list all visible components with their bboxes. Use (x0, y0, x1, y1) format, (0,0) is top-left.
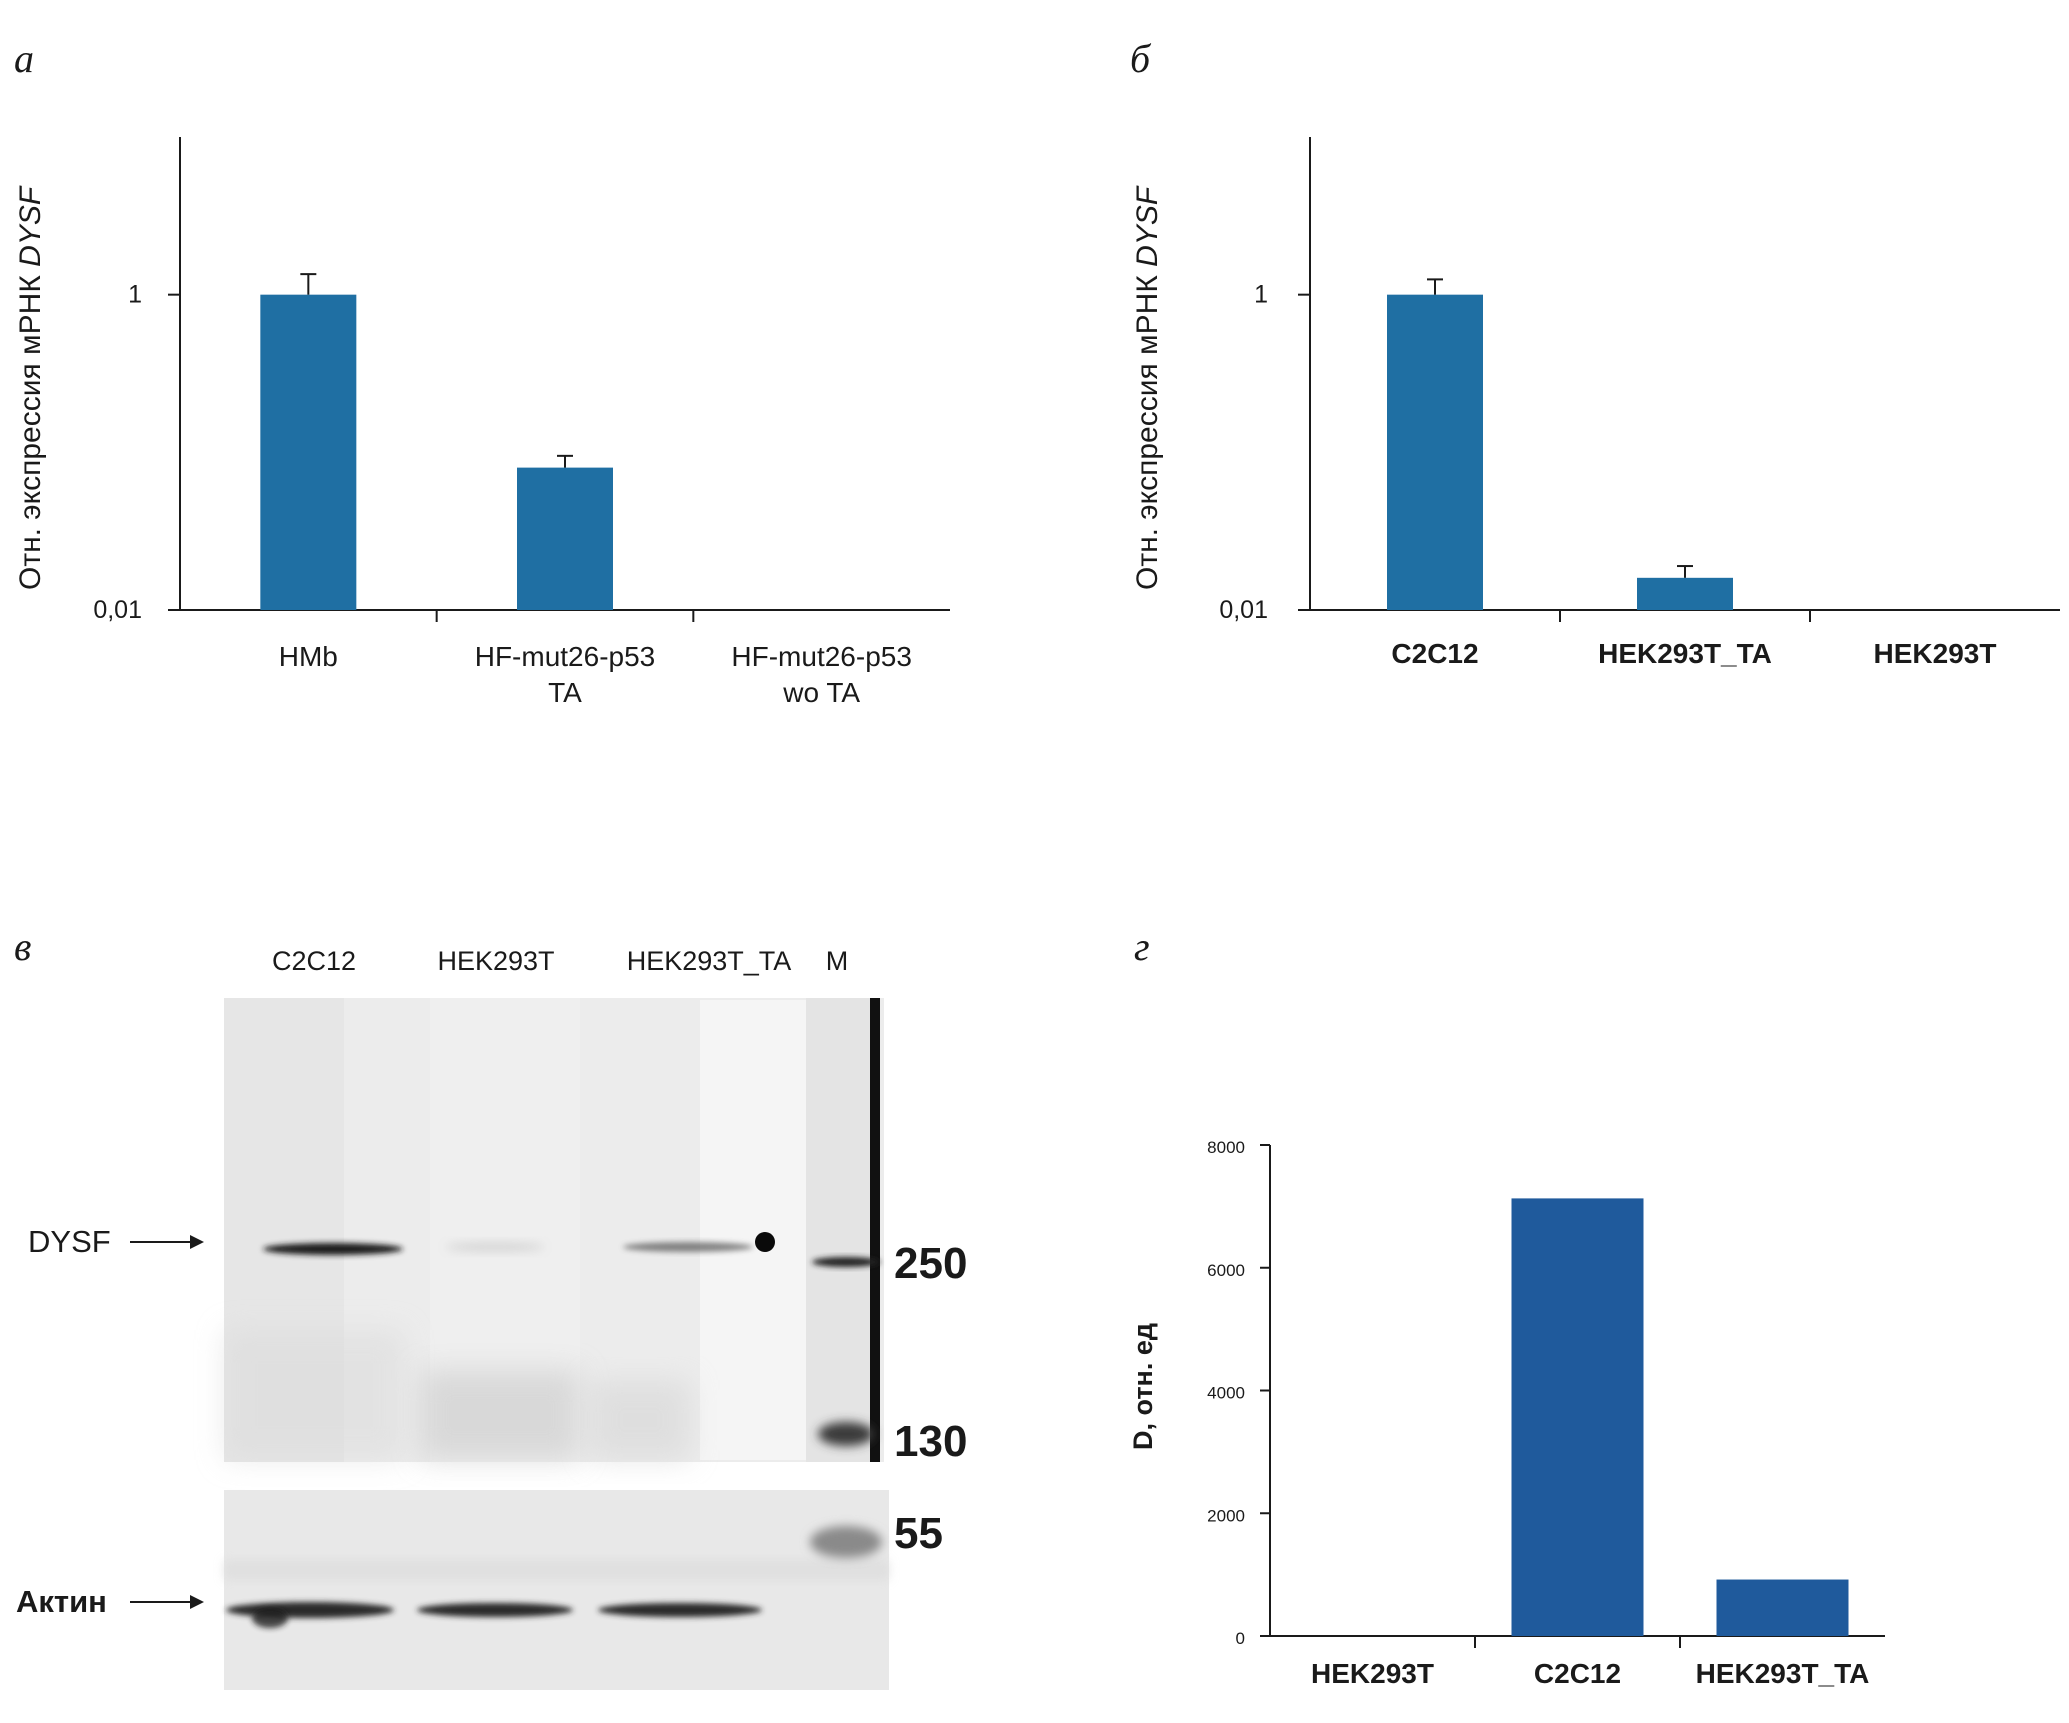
blot-lane-label-hek293t: HEK293T (437, 946, 554, 976)
chart-g-bar (1511, 1198, 1644, 1636)
blot-dysf-label: DYSF (28, 1224, 111, 1259)
blot-actin-image (224, 1490, 889, 1690)
blot-band-actin-hek293t-ta (598, 1603, 762, 1617)
chart-b-y-tick-label: 0,01 (1219, 596, 1268, 624)
chart-a-ylabel: Отн. экспрессия мРНК DYSF (14, 185, 47, 590)
panel-letter-g: г (1134, 924, 1150, 969)
chart-a-category-label-line: HF-mut26-p53 (475, 641, 656, 672)
chart-a-bar (517, 467, 613, 610)
chart-g-category-label-line: HEK293T_TA (1696, 1658, 1870, 1689)
chart-b-ylabel-plain: Отн. экспрессия мРНК (1131, 267, 1164, 590)
chart-g-category-label-line: HEK293T (1311, 1658, 1434, 1689)
chart-b-category-label: HEK293T (1874, 638, 1997, 669)
chart-b-y-axis-title: Отн. экспрессия мРНК DYSF (1131, 185, 1164, 590)
blot-band-marker-55 (810, 1526, 882, 1558)
chart-b-category-label-line: HEK293T (1874, 638, 1997, 669)
chart-b-plot: 0,01 1 C2C12 HEK293T_TA HEK293T (1219, 137, 2060, 669)
chart-a-y-tick-label: 0,01 (93, 596, 142, 624)
chart-g-y-tick-label: 4000 (1207, 1384, 1245, 1403)
chart-a-category-label-line: HMb (279, 641, 338, 672)
blot-band-actin-c2c12 (226, 1602, 394, 1618)
chart-b-category-label: C2C12 (1391, 638, 1478, 669)
panel-a: а Отн. экспрессия мРНК DYSF 0,01 1 HMb HF-m… (14, 36, 950, 708)
chart-a-category-label: HF-mut26-p53 TA (475, 641, 656, 708)
chart-g-y-tick-label: 8000 (1207, 1138, 1245, 1157)
panel-letter-v: в (14, 924, 31, 969)
chart-a-ylabel-italic: DYSF (14, 185, 47, 267)
chart-g-ylabel: D, отн. ед (1128, 1323, 1158, 1450)
panel-g: г D, отн. ед 0 2000 4000 6000 8000 HEK293T C2C… (1128, 924, 1885, 1689)
blot-marker-55-label: 55 (894, 1509, 943, 1558)
chart-g-category-label: HEK293T (1311, 1658, 1434, 1689)
chart-b-ylabel-italic: DYSF (1131, 185, 1164, 267)
blot-dysf-image (224, 998, 884, 1462)
chart-b-y-tick-label: 1 (1254, 281, 1268, 309)
blot-lane-label-c2c12: C2C12 (272, 946, 356, 976)
chart-b-category-label: HEK293T_TA (1598, 638, 1772, 669)
chart-a-category-label-line: TA (548, 677, 582, 708)
chart-b-category-label-line: C2C12 (1391, 638, 1478, 669)
chart-b-bar (1387, 294, 1483, 610)
chart-a-category-label: HMb (279, 641, 338, 672)
blot-dysf-arrow (130, 1235, 204, 1249)
chart-g-plot: 0 2000 4000 6000 8000 HEK293T C2C12 HEK293T_TA (1207, 1138, 1885, 1689)
chart-a-category-label-line: wo TA (782, 677, 860, 708)
blot-band-dysf-hek293t (445, 1243, 545, 1251)
panel-v-western-blot: в C2C12 HEK293T HEK293T_TA M (14, 924, 967, 1690)
blot-marker-130-label: 130 (894, 1417, 967, 1466)
panel-letter-b: б (1130, 36, 1152, 81)
chart-a-bar (260, 294, 357, 610)
chart-a-y-axis-title: Отн. экспрессия мРНК DYSF (14, 185, 47, 590)
chart-g-category-label-line: C2C12 (1534, 1658, 1621, 1689)
blot-actin-label: Актин (16, 1584, 107, 1619)
blot-band-marker-130 (818, 1422, 874, 1446)
blot-band-marker-250 (812, 1257, 880, 1267)
blot-marker-250-label: 250 (894, 1239, 967, 1288)
panel-letter-a: а (14, 36, 34, 81)
blot-dot-artifact (755, 1232, 775, 1252)
chart-g-category-label: HEK293T_TA (1696, 1658, 1870, 1689)
chart-g-bar (1716, 1579, 1849, 1636)
blot-band-dysf-c2c12 (263, 1243, 403, 1255)
chart-a-category-label: HF-mut26-p53 wo TA (731, 641, 912, 708)
blot-band-actin-hek293t (417, 1603, 573, 1617)
chart-g-y-tick-label: 2000 (1207, 1506, 1245, 1525)
chart-a-ylabel-plain: Отн. экспрессия мРНК (14, 267, 47, 590)
chart-g-category-label: C2C12 (1534, 1658, 1621, 1689)
chart-g-y-tick-label: 6000 (1207, 1261, 1245, 1280)
chart-b-category-label-line: HEK293T_TA (1598, 638, 1772, 669)
blot-lane-label-marker: M (826, 946, 849, 976)
chart-g-y-tick-label: 0 (1236, 1629, 1245, 1648)
chart-a-category-label-line: HF-mut26-p53 (731, 641, 912, 672)
chart-b-ylabel: Отн. экспрессия мРНК DYSF (1131, 185, 1164, 590)
panel-b: б Отн. экспрессия мРНК DYSF 0,01 1 C2C12 HE… (1130, 36, 2060, 669)
chart-b-bar (1637, 577, 1733, 610)
blot-actin-arrow (130, 1595, 204, 1609)
blot-lane-label-hek293t-ta: HEK293T_TA (627, 946, 792, 976)
chart-a-y-tick-label: 1 (128, 281, 142, 309)
chart-g-y-axis-title: D, отн. ед (1128, 1323, 1158, 1450)
blot-band-dysf-hek293t-ta (623, 1242, 753, 1252)
chart-a-plot: 0,01 1 HMb HF-mut26-p53 TA HF-mut26-p53 wo TA (93, 137, 950, 708)
